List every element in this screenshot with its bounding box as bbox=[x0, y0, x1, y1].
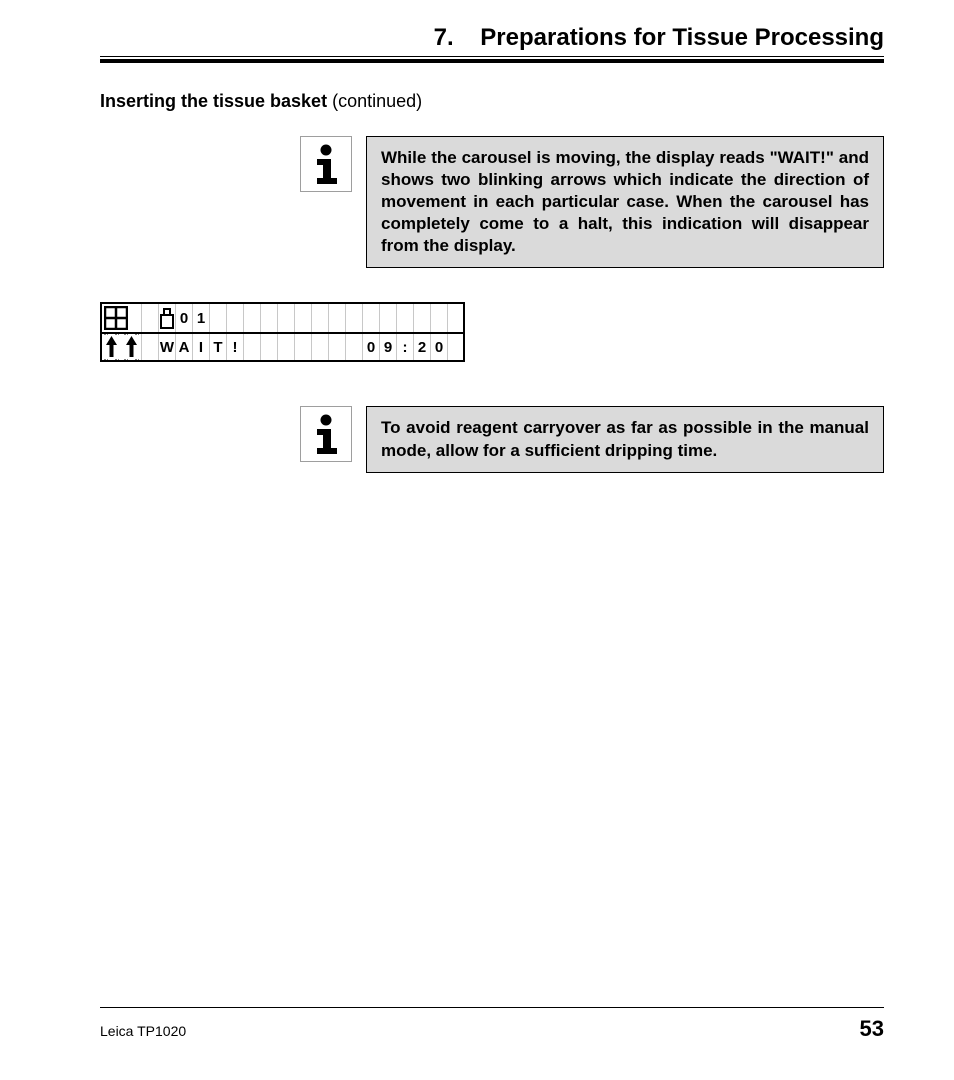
lcd-cell bbox=[448, 304, 465, 332]
lcd-cell: 2 bbox=[414, 334, 431, 360]
lcd-cell bbox=[431, 304, 448, 332]
lcd-cell: W bbox=[159, 334, 176, 360]
footer: Leica TP1020 53 bbox=[100, 1007, 884, 1042]
lcd-cell: 0 bbox=[431, 334, 448, 360]
lcd-cell bbox=[142, 334, 159, 360]
lcd-cell bbox=[159, 304, 176, 332]
lcd-cell bbox=[329, 334, 346, 360]
footer-page-number: 53 bbox=[860, 1016, 884, 1042]
lcd-cell bbox=[312, 304, 329, 332]
footer-product: Leica TP1020 bbox=[100, 1023, 186, 1039]
info-text-1: While the carousel is moving, the displa… bbox=[366, 136, 884, 268]
header-rule-thick bbox=[100, 59, 884, 63]
lcd-cell bbox=[278, 334, 295, 360]
lcd-cell bbox=[363, 304, 380, 332]
lcd-cell bbox=[100, 334, 142, 360]
lcd-cell bbox=[261, 334, 278, 360]
lcd-cell: A bbox=[176, 334, 193, 360]
lcd-cell bbox=[295, 304, 312, 332]
section-title: Inserting the tissue basket (continued) bbox=[100, 91, 884, 112]
lcd-cell: : bbox=[397, 334, 414, 360]
lcd-cell: 1 bbox=[193, 304, 210, 332]
lcd-cell bbox=[448, 334, 465, 360]
lcd-cell bbox=[278, 304, 295, 332]
lcd-cell bbox=[227, 304, 244, 332]
lcd-row-1: 01 bbox=[100, 302, 465, 332]
header-rule-thin bbox=[100, 56, 884, 57]
chapter-title: Preparations for Tissue Processing bbox=[480, 24, 884, 51]
lcd-cell: 0 bbox=[363, 334, 380, 360]
info-icon-box bbox=[300, 406, 352, 462]
lcd-cell bbox=[380, 304, 397, 332]
info-block-2: To avoid reagent carryover as far as pos… bbox=[300, 406, 884, 472]
lcd-cell bbox=[329, 304, 346, 332]
info-block-1: While the carousel is moving, the displa… bbox=[300, 136, 884, 268]
section-title-bold: Inserting the tissue basket bbox=[100, 91, 327, 111]
section-title-rest: (continued) bbox=[327, 91, 422, 111]
info-icon bbox=[313, 144, 339, 184]
lcd-cell bbox=[244, 334, 261, 360]
chapter-number: 7. bbox=[434, 24, 454, 51]
lcd-cell bbox=[100, 304, 142, 332]
lcd-cell bbox=[397, 304, 414, 332]
lcd-row-2: WAIT!09:20 bbox=[100, 332, 465, 362]
lcd-cell bbox=[261, 304, 278, 332]
lcd-cell: I bbox=[193, 334, 210, 360]
lcd-cell: ! bbox=[227, 334, 244, 360]
info-icon bbox=[313, 414, 339, 454]
lcd-cell: 9 bbox=[380, 334, 397, 360]
lcd-cell bbox=[346, 304, 363, 332]
footer-rule bbox=[100, 1007, 884, 1008]
lcd-cell: 0 bbox=[176, 304, 193, 332]
lcd-cell bbox=[295, 334, 312, 360]
lcd-cell bbox=[312, 334, 329, 360]
lcd-cell bbox=[210, 304, 227, 332]
lcd-cell bbox=[142, 304, 159, 332]
info-text-2: To avoid reagent carryover as far as pos… bbox=[366, 406, 884, 472]
lcd-cell bbox=[414, 304, 431, 332]
chapter-header: 7. Preparations for Tissue Processing bbox=[100, 24, 884, 56]
lcd-display: 01 WAIT!09:20 bbox=[100, 302, 465, 362]
info-icon-box bbox=[300, 136, 352, 192]
lcd-cell bbox=[346, 334, 363, 360]
lcd-cell bbox=[244, 304, 261, 332]
lcd-cell: T bbox=[210, 334, 227, 360]
